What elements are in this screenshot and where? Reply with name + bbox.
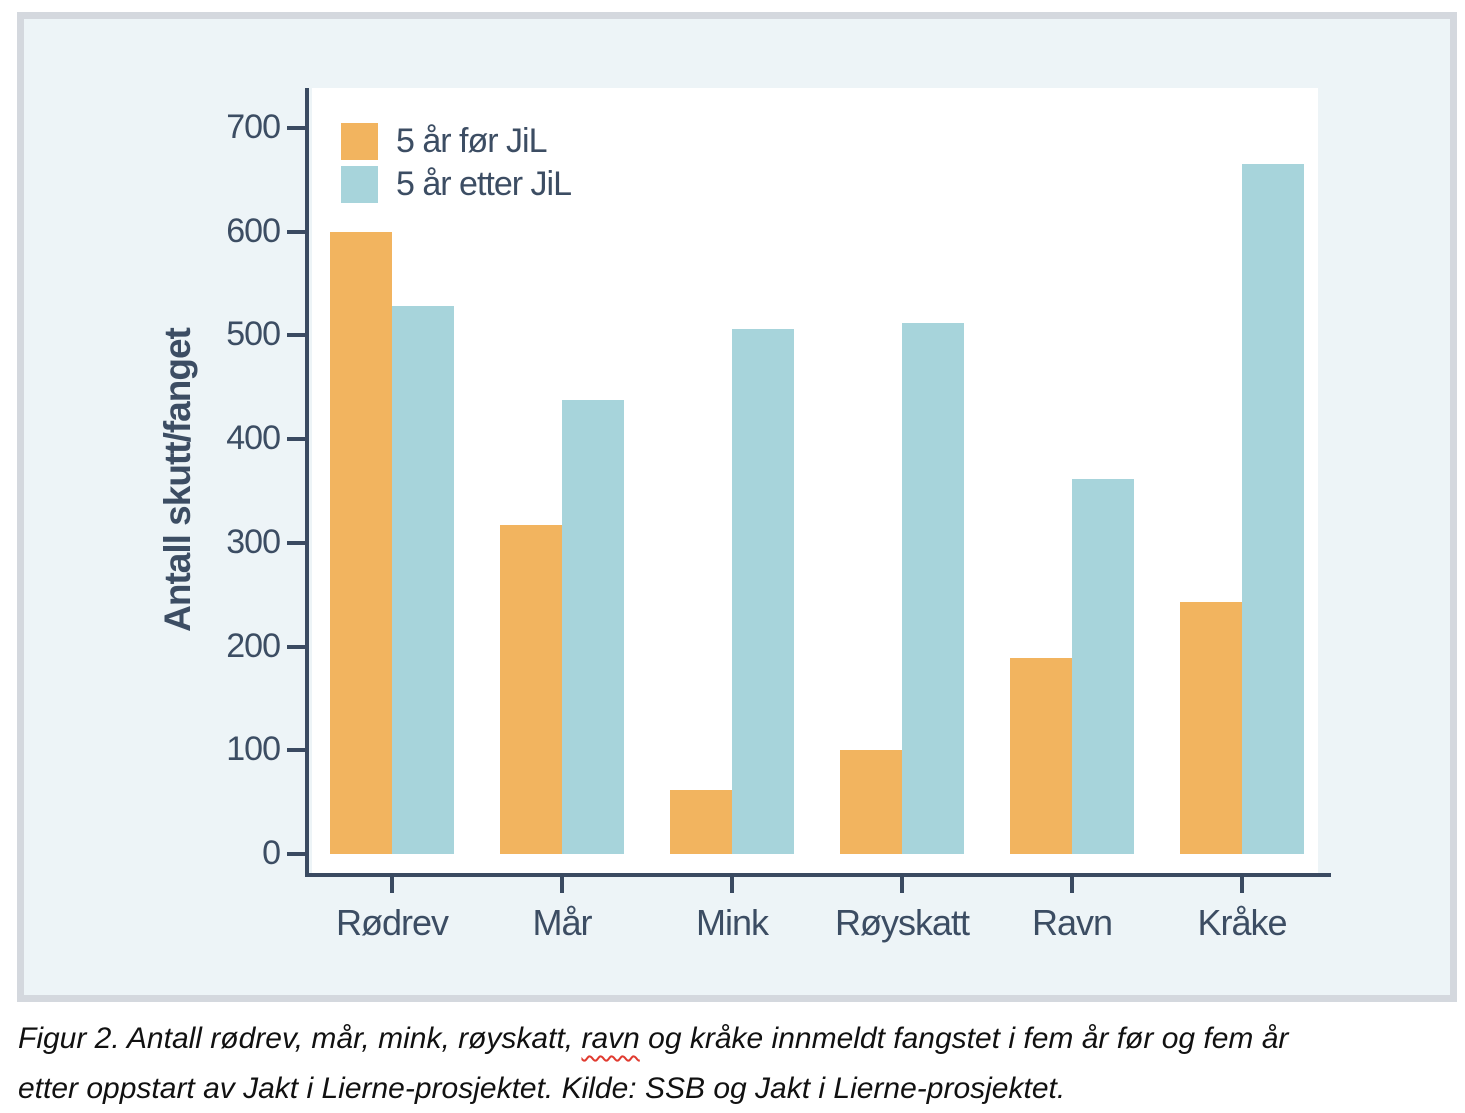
caption-misspelled-word: ravn xyxy=(581,1022,640,1055)
bar-before-Mår xyxy=(500,525,562,854)
legend: 5 år før JiL 5 år etter JiL xyxy=(341,122,572,209)
x-tick-Kråke xyxy=(1240,877,1244,893)
category-label-Mink: Mink xyxy=(695,902,769,943)
y-tick-200 xyxy=(287,644,305,649)
legend-label-before: 5 år før JiL xyxy=(396,122,547,160)
y-tick-500 xyxy=(287,333,305,338)
bar-after-Mår xyxy=(562,399,624,854)
y-axis-line xyxy=(305,88,309,877)
x-tick-Ravn xyxy=(1070,877,1074,893)
bar-after-Røyskatt xyxy=(902,322,964,854)
x-tick-Rødrev xyxy=(390,877,394,893)
y-tick-300 xyxy=(287,540,305,545)
bar-before-Kråke xyxy=(1180,601,1242,854)
bar-before-Rødrev xyxy=(330,231,392,854)
x-tick-Røyskatt xyxy=(900,877,904,893)
bar-after-Kråke xyxy=(1242,164,1304,854)
x-axis-line xyxy=(305,873,1331,877)
y-tick-400 xyxy=(287,437,305,442)
y-tick-label-700: 700 xyxy=(226,108,281,146)
category-label-Mår: Mår xyxy=(532,902,593,943)
y-tick-label-100: 100 xyxy=(226,730,281,769)
legend-row-before: 5 år før JiL xyxy=(341,122,571,160)
category-label-Kråke: Kråke xyxy=(1197,902,1287,943)
y-tick-label-500: 500 xyxy=(226,315,281,354)
y-tick-label-0: 0 xyxy=(262,834,281,872)
y-tick-label-600: 600 xyxy=(226,211,281,250)
category-label-Rødrev: Rødrev xyxy=(335,902,449,943)
bar-before-Ravn xyxy=(1010,657,1072,854)
y-tick-100 xyxy=(287,748,305,753)
x-tick-Mår xyxy=(560,877,564,893)
category-label-Ravn: Ravn xyxy=(1031,902,1113,943)
y-tick-600 xyxy=(287,229,305,234)
y-tick-0 xyxy=(287,852,305,856)
y-axis-title: Antall skutt/fanget xyxy=(157,328,198,632)
caption-line-1: Figur 2. Antall rødrev, mår, mink, røysk… xyxy=(18,1014,1450,1064)
legend-swatch-after xyxy=(341,166,378,203)
legend-swatch-before xyxy=(341,123,378,160)
y-tick-label-300: 300 xyxy=(226,522,281,561)
caption-line1-post: og kråke innmeldt fangstet i fem år før … xyxy=(639,1022,1289,1055)
x-tick-Mink xyxy=(730,877,734,893)
legend-row-after: 5 år etter JiL xyxy=(341,165,572,203)
y-tick-label-200: 200 xyxy=(226,626,281,665)
y-tick-700 xyxy=(287,126,305,130)
bar-after-Rødrev xyxy=(392,306,454,854)
caption-line-2: etter oppstart av Jakt i Lierne-prosjekt… xyxy=(18,1072,1066,1105)
category-label-Røyskatt: Røyskatt xyxy=(834,902,970,943)
bar-before-Røyskatt xyxy=(840,750,902,854)
plot-area xyxy=(312,88,1318,873)
y-tick-label-400: 400 xyxy=(226,419,281,458)
bar-after-Ravn xyxy=(1072,478,1134,854)
bar-before-Mink xyxy=(670,789,732,854)
legend-label-after: 5 år etter JiL xyxy=(396,165,572,203)
figure-caption: Figur 2. Antall rødrev, mår, mink, røysk… xyxy=(18,1014,1450,1113)
caption-line1-pre: Figur 2. Antall rødrev, mår, mink, røysk… xyxy=(18,1022,582,1055)
bar-after-Mink xyxy=(732,329,794,854)
